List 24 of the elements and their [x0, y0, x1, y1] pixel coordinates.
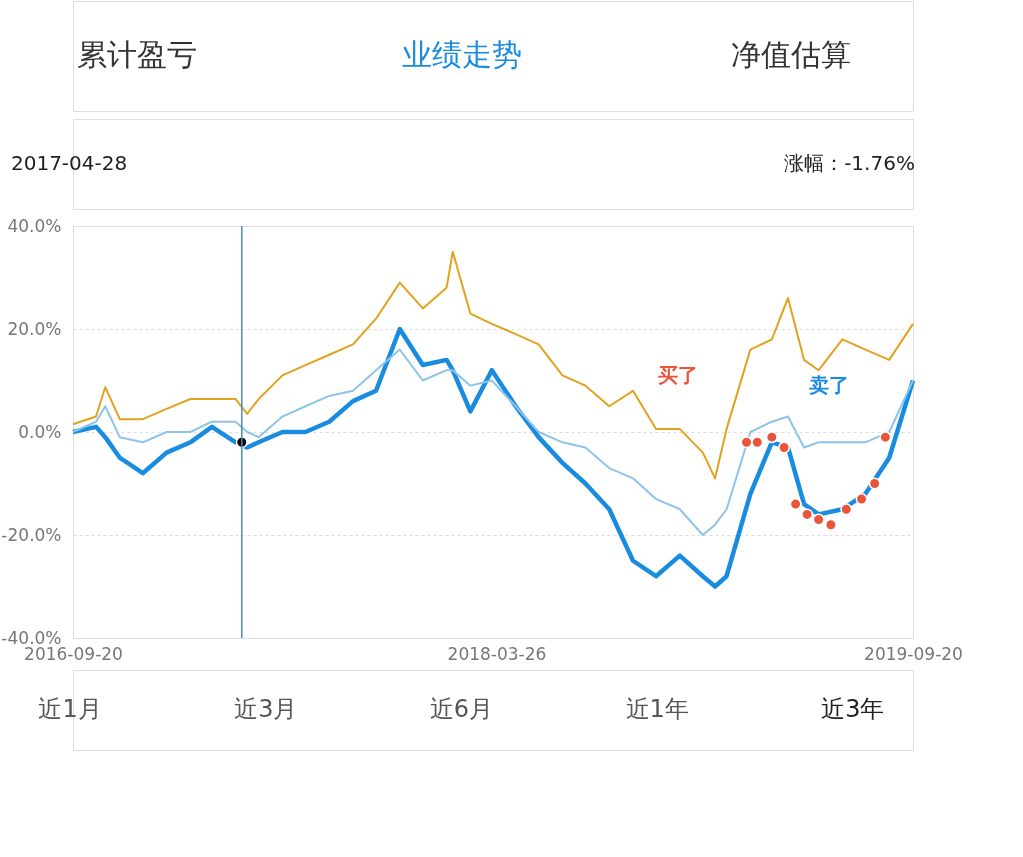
point: [855, 492, 868, 505]
y-tick-label: 0.0%: [18, 421, 62, 442]
line-series: [70, 326, 916, 589]
text: 近3年: [821, 695, 885, 723]
text: 近6月: [429, 695, 494, 723]
y-tick-label: 20.0%: [7, 318, 62, 339]
y-tick-label: 40.0%: [7, 215, 62, 236]
line-series: [72, 250, 914, 480]
annotation: 卖了: [809, 373, 849, 397]
text: 近3月: [234, 695, 298, 723]
annotation: 买了: [657, 363, 698, 387]
text: 近1月: [38, 695, 102, 723]
text: 涨幅：-1.76%: [784, 151, 915, 175]
x-tick-label: 2019-09-20: [864, 643, 963, 664]
x-tick-label: 2018-03-26: [447, 643, 547, 664]
line-series: [72, 348, 914, 536]
text: 近1年: [625, 695, 689, 723]
y-tick-label: -20.0%: [1, 524, 62, 545]
text: 业绩走势: [401, 37, 522, 72]
text: 累计盈亏: [76, 37, 197, 72]
text: 2017-04-28: [10, 151, 128, 175]
point: [778, 441, 791, 454]
text: 净值估算: [730, 37, 851, 72]
point: [868, 477, 881, 490]
